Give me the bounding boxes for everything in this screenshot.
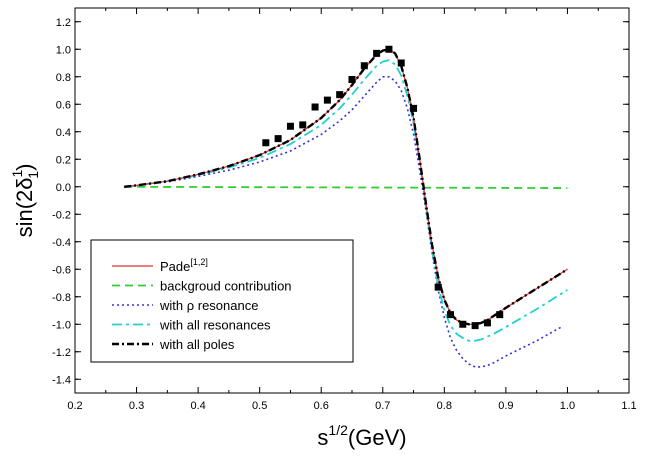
x-axis-title-base: s [317,425,328,450]
data-point [446,311,454,319]
data-point [385,45,393,53]
x-tick-label: 0.4 [190,400,205,412]
y-tick-label: 0.8 [56,72,71,84]
data-point [471,322,479,330]
data-point [348,76,356,83]
series-line-1 [124,185,568,190]
data-point [397,59,405,67]
x-axis-title-sup: 1/2 [328,422,348,438]
y-tick-label: 0.0 [56,182,71,194]
x-tick-label: 0.2 [67,400,82,412]
y-axis-title: sin(2δ11) [9,164,41,238]
x-tick-label: 0.7 [375,400,390,412]
x-tick-label: 0.3 [129,400,144,412]
y-tick-label: 0.4 [56,127,71,139]
y-axis-title-sub: 1 [25,171,41,179]
x-axis-title-rest: (GeV) [348,425,407,450]
data-point [410,104,418,112]
data-point [323,96,331,104]
y-axis-title-sup: 1 [9,169,25,177]
y-tick-label: -1.0 [52,319,71,331]
y-tick-label: 1.0 [56,44,71,56]
x-tick-label: 1.1 [621,400,636,412]
y-tick-label: -0.4 [52,237,71,249]
x-tick-label: 0.6 [314,400,329,412]
data-points [262,45,504,330]
x-tick-label: 0.9 [498,400,513,412]
y-tick-label: 0.6 [56,99,71,111]
legend-box [90,239,354,363]
legend-label-2: with ρ resonance [159,298,258,313]
data-point [299,121,307,129]
y-tick-label: 0.2 [56,154,71,166]
x-axis-ticks: 0.2 0.3 0.4 0.5 0.6 0.7 0.8 0.9 1.0 1.1 [67,8,637,412]
data-point [336,91,344,99]
data-point [496,311,504,319]
x-tick-label: 1.0 [560,400,575,412]
y-axis-ticks: -1.4 -1.2 -1.0 -0.8 -0.6 -0.4 -0.2 0.0 0.2 0.4 0.6… [52,17,629,386]
x-tick-label: 0.5 [252,400,267,412]
data-point [262,139,270,147]
legend-label-1: backgroud contribution [160,279,292,294]
data-point [373,49,381,57]
y-tick-label: 1.2 [56,17,71,29]
y-tick-label: -1.4 [52,374,71,386]
legend-label-4: with all poles [159,337,235,352]
legend-label-0: Pade[1,2] [160,257,208,274]
legend: Pade[1,2] backgroud contribution with ρ re… [90,239,354,363]
data-point [274,135,282,143]
y-tick-label: -1.2 [52,347,71,359]
x-tick-label: 0.8 [437,400,452,412]
x-axis-title: s1/2(GeV) [317,422,406,450]
series-line-2 [124,76,562,368]
data-point [360,62,368,70]
y-tick-label: -0.8 [52,292,71,304]
legend-label-3: with all resonances [159,318,271,333]
data-point [483,319,491,327]
data-point [311,103,319,111]
data-point [434,283,442,291]
y-axis-title-suffix: ) [12,164,37,171]
data-point [459,320,467,328]
y-axis-title-prefix: sin(2δ [12,177,37,237]
data-point [286,122,294,130]
y-tick-label: -0.6 [52,264,71,276]
y-tick-label: -0.2 [52,209,71,221]
